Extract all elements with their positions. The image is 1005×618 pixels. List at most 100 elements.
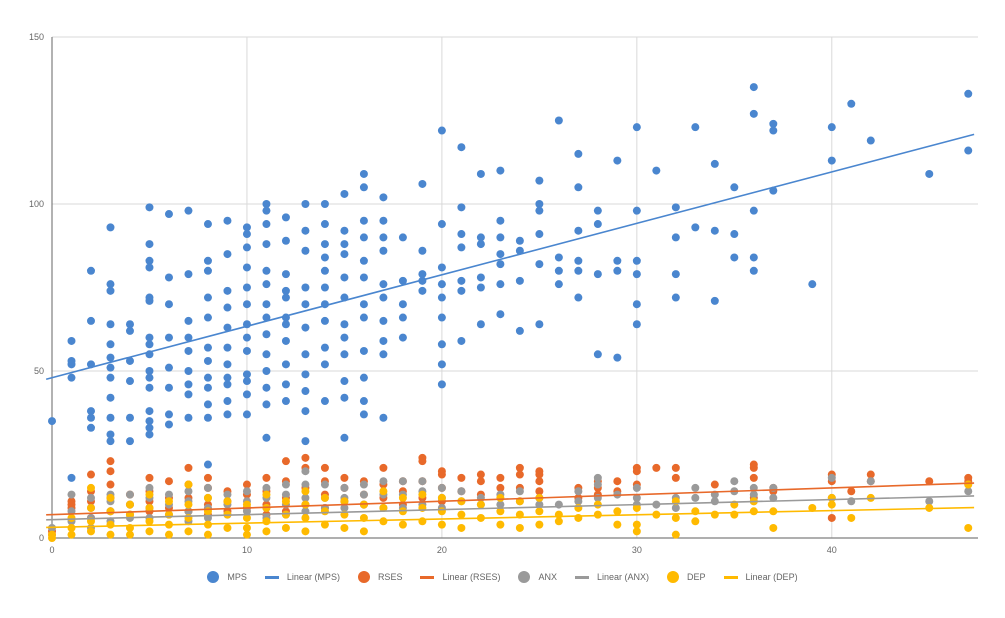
mps-point [379,216,388,225]
dep-point [86,483,95,492]
dep-point [671,513,680,522]
mps-point [457,336,466,345]
mps-point [535,320,544,329]
rses-point [925,477,934,486]
trendline-rses [46,482,975,516]
dep-point [242,500,251,509]
mps-point [398,333,407,342]
mps-point [203,413,212,422]
dep-point [184,527,193,536]
mps-point [223,323,232,332]
rses-point [847,487,856,496]
dep-point [613,507,622,516]
anx-point [301,467,310,476]
mps-point [827,156,836,165]
anx-point [691,493,700,502]
mps-point [418,286,427,295]
mps-point [730,230,739,239]
dep-point [184,513,193,522]
mps-point [86,423,95,432]
anx-point [632,483,641,492]
legend-dep[interactable]: DEP [667,571,706,583]
anx-point [691,483,700,492]
mps-point [301,350,310,359]
mps-point [379,233,388,242]
mps-point [535,206,544,215]
mps-point [184,316,193,325]
scatter-chart: 0 50 100 150 0 10 20 30 40 [29,32,978,555]
mps-point [574,256,583,265]
x-tick-label: 0 [49,545,54,555]
rses-point [106,480,115,489]
mps-point [418,246,427,255]
mps-point [359,233,368,242]
mps-point [242,283,251,292]
mps-point [496,310,505,319]
rses-point [515,470,524,479]
mps-point [145,383,154,392]
mps-point [574,266,583,275]
dep-point [515,523,524,532]
anx-point [925,497,934,506]
legend-linear-dep[interactable]: Linear (DEP) [723,571,798,583]
mps-point [320,220,329,229]
mps-point [223,410,232,419]
mps-point [671,270,680,279]
mps-point [437,126,446,135]
mps-point [554,253,563,262]
mps-point [106,286,115,295]
dep-point [964,523,973,532]
mps-point [554,266,563,275]
mps-point [457,143,466,152]
rses-point [515,463,524,472]
anx-point [496,500,505,509]
mps-point [340,433,349,442]
dep-point [301,527,310,536]
legend-anx[interactable]: ANX [518,571,557,583]
mps-point [301,407,310,416]
mps-point [242,333,251,342]
mps-point [145,340,154,349]
legend-rses[interactable]: RSES [357,571,402,583]
mps-point [496,166,505,175]
rses-point [827,513,836,522]
mps-point [593,350,602,359]
mps-point [281,270,290,279]
anx-point [223,490,232,499]
mps-point [671,233,680,242]
rses-point [535,470,544,479]
mps-point [359,410,368,419]
anx-point [359,490,368,499]
mps-point [145,256,154,265]
mps-point [340,333,349,342]
mps-point [515,246,524,255]
mps-point [86,316,95,325]
dep-point [632,520,641,529]
legend-linear-mps[interactable]: Linear (MPS) [264,571,340,583]
dep-point [457,523,466,532]
dep-point [749,507,758,516]
mps-point [223,373,232,382]
mps-point [496,250,505,259]
mps-point [184,390,193,399]
dep-point [164,497,173,506]
mps-point [320,360,329,369]
legend-linear-rses[interactable]: Linear (RSES) [420,571,500,583]
mps-point [242,410,251,419]
anx-point [730,477,739,486]
rses-point [164,477,173,486]
legend-mps[interactable]: MPS [207,571,247,583]
dep-point [379,517,388,526]
mps-point [320,397,329,406]
anx-point [203,483,212,492]
legend-label: MPS [227,572,247,582]
dep-point [106,493,115,502]
mps-point [184,333,193,342]
dep-point [418,490,427,499]
rses-point [671,463,680,472]
dep-point [106,507,115,516]
mps-point [379,350,388,359]
mps-point [67,373,76,382]
mps-point [106,353,115,362]
legend-linear-anx[interactable]: Linear (ANX) [575,571,649,583]
